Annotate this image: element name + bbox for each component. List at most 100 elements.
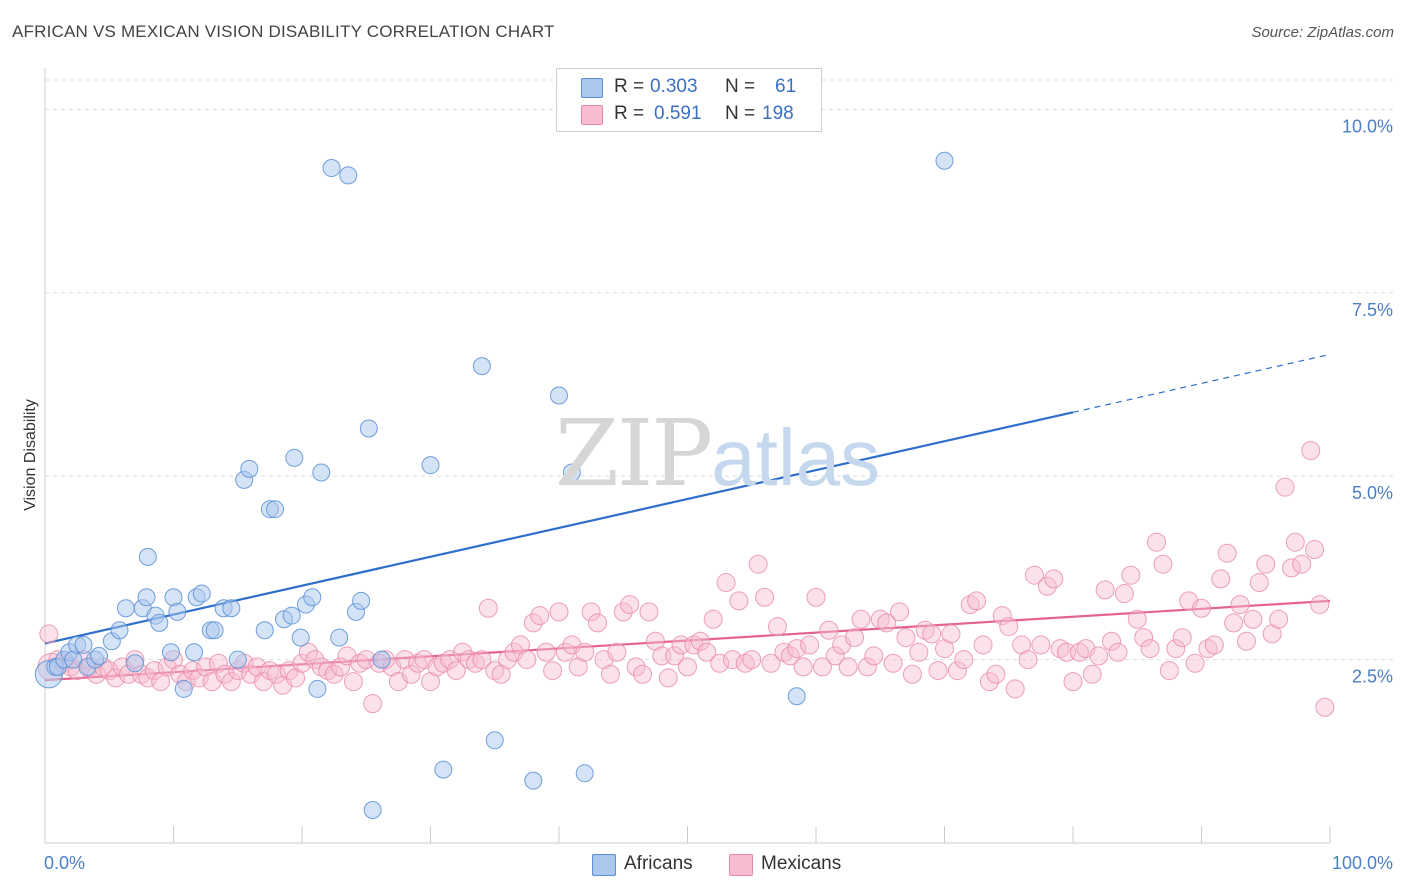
africans-point bbox=[322, 159, 341, 178]
mexicans-point bbox=[870, 609, 890, 629]
mexicans-point bbox=[633, 664, 653, 684]
africans-point bbox=[472, 357, 491, 376]
mexicans-point bbox=[793, 657, 813, 677]
mexicans-point bbox=[812, 657, 832, 677]
mexicans-point bbox=[1315, 697, 1335, 717]
mexicans-n-label: N = bbox=[725, 103, 756, 124]
mexicans-legend-label: Mexicans bbox=[761, 853, 842, 874]
mexicans-point bbox=[1127, 609, 1147, 629]
y-tick-label: 5.0% bbox=[1352, 483, 1393, 503]
mexicans-point bbox=[1185, 653, 1205, 673]
africans-point bbox=[150, 613, 169, 632]
mexicans-point bbox=[620, 595, 640, 615]
africans-point bbox=[303, 588, 322, 607]
africans-point bbox=[372, 650, 391, 669]
africans-point bbox=[116, 599, 135, 618]
mexicans-trend-line bbox=[44, 599, 1331, 682]
africans-point bbox=[174, 679, 193, 698]
mexicans-point bbox=[183, 661, 203, 681]
mexicans-point bbox=[350, 653, 370, 673]
mexicans-point bbox=[1285, 532, 1305, 552]
mexicans-point bbox=[729, 591, 749, 611]
mexicans-point bbox=[838, 657, 858, 677]
mexicans-point bbox=[517, 650, 537, 670]
africans-point bbox=[222, 599, 241, 618]
mexicans-point bbox=[1018, 650, 1038, 670]
africans-point bbox=[137, 588, 156, 607]
mexicans-point bbox=[902, 664, 922, 684]
legend-row-africans: R = 0.303 N = 61 bbox=[557, 74, 821, 100]
africans-point bbox=[308, 679, 327, 698]
africans-point bbox=[562, 463, 581, 482]
africans-point bbox=[185, 643, 204, 662]
watermark-atlas: atlas bbox=[711, 413, 881, 502]
africans-point bbox=[282, 606, 301, 625]
mexicans-point bbox=[800, 635, 820, 655]
mexicans-point bbox=[1153, 554, 1173, 574]
mexicans-point bbox=[716, 573, 736, 593]
mexicans-point bbox=[600, 664, 620, 684]
mexicans-point bbox=[857, 657, 877, 677]
mexicans-r-value: 0.591 bbox=[654, 103, 702, 124]
mexicans-point bbox=[1256, 554, 1276, 574]
mexicans-point bbox=[851, 609, 871, 629]
mexicans-point bbox=[581, 602, 601, 622]
mexicans-point bbox=[928, 661, 948, 681]
mexicans-point bbox=[485, 661, 505, 681]
mexicans-point bbox=[1024, 565, 1044, 585]
mexicans-point bbox=[767, 617, 787, 637]
mexicans-point bbox=[806, 587, 826, 607]
mexicans-point bbox=[915, 620, 935, 640]
mexicans-point bbox=[1166, 639, 1186, 659]
africans-points bbox=[34, 151, 954, 819]
africans-point bbox=[359, 419, 378, 438]
mexicans-point bbox=[710, 653, 730, 673]
mexicans-point bbox=[1236, 631, 1256, 651]
mexicans-point bbox=[992, 606, 1012, 626]
mexicans-point bbox=[787, 639, 807, 659]
mexicans-point bbox=[1037, 576, 1057, 596]
africans-point bbox=[125, 654, 144, 673]
africans-point bbox=[255, 621, 274, 640]
mexicans-point bbox=[697, 642, 717, 662]
mexicans-point bbox=[363, 694, 383, 714]
mexicans-point bbox=[1095, 580, 1115, 600]
africans-point bbox=[138, 547, 157, 566]
mexicans-swatch bbox=[581, 105, 603, 125]
mexicans-point bbox=[1121, 565, 1141, 585]
mexicans-point bbox=[266, 664, 286, 684]
africans-point bbox=[228, 650, 247, 669]
x-tick-label: 0.0% bbox=[44, 853, 85, 873]
mexicans-point bbox=[1292, 554, 1312, 574]
mexicans-point bbox=[954, 650, 974, 670]
y-axis-label: Vision Disability bbox=[22, 399, 39, 511]
mexicans-point bbox=[877, 613, 897, 633]
africans-point bbox=[240, 459, 259, 478]
mexicans-point bbox=[690, 631, 710, 651]
mexicans-point bbox=[1063, 672, 1083, 692]
mexicans-point bbox=[703, 609, 723, 629]
africans-swatch bbox=[581, 78, 603, 98]
africans-n-value: 61 bbox=[775, 76, 797, 97]
mexicans-point bbox=[607, 642, 627, 662]
mexicans-point bbox=[1031, 635, 1051, 655]
mexicans-point bbox=[478, 598, 498, 618]
mexicans-point bbox=[986, 664, 1006, 684]
mexicans-point bbox=[401, 664, 421, 684]
mexicans-point bbox=[742, 650, 762, 670]
mexicans-point bbox=[678, 657, 697, 677]
mexicans-point bbox=[658, 668, 678, 688]
watermark: ZIPatlas bbox=[555, 400, 880, 507]
mexicans-point bbox=[1050, 639, 1070, 659]
bottom-legend-africans: Africans bbox=[592, 852, 712, 876]
mexicans-r-label: R = bbox=[614, 103, 645, 124]
mexicans-point bbox=[1069, 642, 1089, 662]
chart-title: AFRICAN VS MEXICAN VISION DISABILITY COR… bbox=[12, 22, 555, 41]
correlation-legend: R = 0.303 N = 61 R = 0.591 N = 198 bbox=[556, 68, 822, 132]
mexicans-point bbox=[1249, 573, 1269, 593]
mexicans-point bbox=[761, 653, 781, 673]
mexicans-point bbox=[883, 653, 903, 673]
mexicans-point bbox=[189, 668, 209, 688]
mexicans-point bbox=[1102, 631, 1122, 651]
